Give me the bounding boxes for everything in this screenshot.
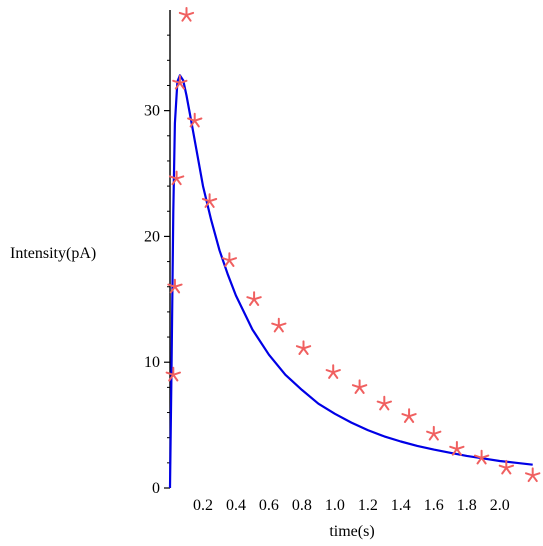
y-tick-label: 20 [144,228,160,245]
data-point [271,317,287,333]
x-axis-title: time(s) [329,523,374,540]
data-point [325,364,341,379]
x-tick-label: 2.0 [490,497,510,514]
x-tick-label: 1.2 [358,497,378,514]
data-point [221,252,237,267]
x-tick-label: 0.6 [259,497,279,514]
data-point [376,395,392,411]
data-point [498,459,514,475]
x-tick-label: 0.2 [193,497,213,514]
y-tick-label: 30 [144,103,160,120]
x-tick-label: 1.6 [424,497,444,514]
y-tick-label: 0 [152,480,160,497]
fit-curve [168,74,533,489]
data-point [187,112,203,128]
data-point [201,193,218,208]
x-tick-label: 0.8 [292,497,312,514]
data-point [168,170,185,186]
y-tick-label: 10 [144,354,160,371]
x-ticks: 0.2 0.4 0.6 0.8 1.0 1.2 1.4 1.6 1.8 2.0 [193,497,510,514]
data-point [351,379,368,394]
data-point [178,7,195,22]
data-point [449,441,465,456]
x-tick-label: 1.4 [391,497,411,514]
data-point [167,278,183,294]
data-point [172,75,188,90]
data-point [165,366,181,382]
data-point [525,467,541,483]
data-point [246,291,262,306]
data-points [165,7,541,483]
data-point [295,340,312,355]
plot-area [165,7,541,489]
x-tick-label: 1.0 [325,497,345,514]
x-tick-label: 0.4 [226,497,246,514]
data-point [473,449,490,465]
y-axis-title: Intensity(pA) [10,245,96,262]
axes: 0 10 20 30 0.2 0.4 0.6 0.8 1.0 1.2 1.4 1.6 1.8 2.0 [144,10,510,514]
y-ticks: 0 10 20 30 [144,34,170,497]
x-tick-label: 1.8 [457,497,477,514]
data-point [401,408,417,423]
data-point [426,425,442,441]
